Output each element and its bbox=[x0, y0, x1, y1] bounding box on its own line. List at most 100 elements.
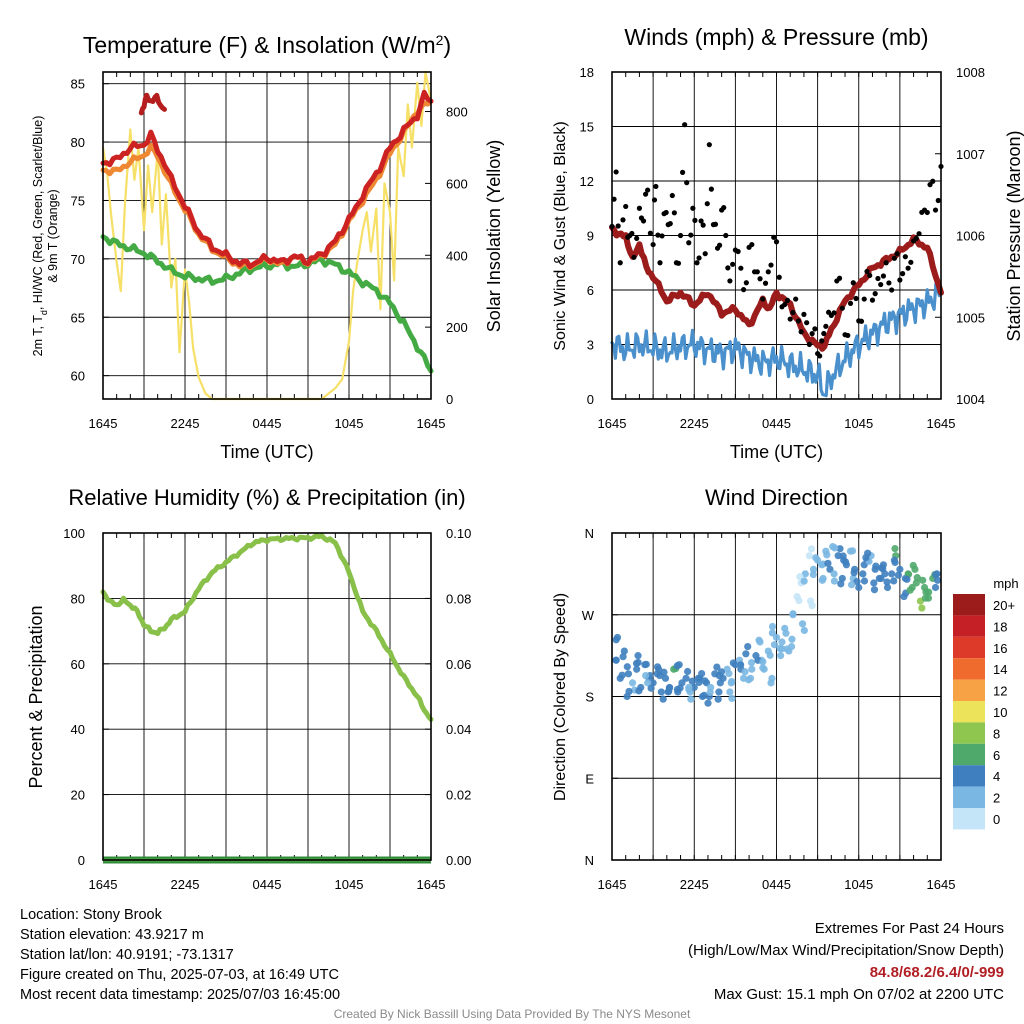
direction-point bbox=[890, 577, 898, 585]
gust-point bbox=[804, 320, 810, 326]
direction-point bbox=[824, 559, 832, 567]
gust-point bbox=[663, 209, 669, 216]
y-tick-label: 18 bbox=[580, 65, 594, 80]
legend-swatch bbox=[953, 743, 985, 766]
gust-point bbox=[821, 330, 827, 337]
x-tick-label: 1645 bbox=[598, 416, 627, 431]
gust-point bbox=[776, 274, 782, 280]
direction-point bbox=[862, 553, 870, 562]
y2-tick-label: 600 bbox=[446, 176, 468, 191]
direction-point bbox=[619, 653, 627, 661]
gust-point bbox=[623, 203, 629, 210]
gust-point bbox=[634, 235, 640, 241]
y-tick-label: W bbox=[582, 608, 595, 623]
direction-point bbox=[931, 583, 940, 592]
gust-point bbox=[864, 268, 870, 275]
direction-point bbox=[788, 635, 796, 643]
gust-point bbox=[613, 169, 619, 175]
legend-swatch bbox=[953, 615, 985, 637]
gust-point bbox=[831, 310, 837, 316]
direction-point bbox=[628, 679, 637, 687]
direction-point bbox=[778, 638, 786, 646]
direction-point bbox=[744, 642, 752, 651]
y2-tick-label: 400 bbox=[446, 248, 468, 263]
direction-point bbox=[841, 558, 850, 566]
pressure-y-label: Station Pressure (Maroon) bbox=[1004, 130, 1024, 341]
direction-point bbox=[789, 610, 797, 618]
direction-point bbox=[800, 577, 808, 585]
gust-point bbox=[746, 244, 752, 250]
legend-swatch bbox=[953, 594, 985, 616]
gust-point bbox=[867, 272, 873, 279]
gust-point bbox=[801, 311, 807, 317]
gust-point bbox=[669, 192, 675, 199]
gust-point bbox=[659, 233, 665, 239]
y2-tick-label: 0.04 bbox=[446, 722, 471, 737]
gust-point bbox=[620, 217, 626, 223]
gust-point bbox=[730, 261, 736, 267]
direction-point bbox=[726, 688, 734, 696]
x-tick-label: 1645 bbox=[417, 416, 446, 431]
ylabel-subscript: d bbox=[39, 310, 49, 315]
gust-point bbox=[913, 235, 919, 241]
gust-point bbox=[651, 197, 658, 203]
gust-point bbox=[682, 122, 688, 128]
direction-point bbox=[933, 576, 942, 584]
legend-swatch bbox=[953, 765, 985, 787]
gust-point bbox=[629, 230, 635, 237]
y2-tick-label: 1007 bbox=[956, 147, 985, 162]
y2-tick-label: 0.02 bbox=[446, 788, 471, 803]
gust-point bbox=[798, 329, 804, 335]
direction-point bbox=[728, 694, 736, 703]
gust-point bbox=[657, 260, 663, 266]
legend-label: 6 bbox=[993, 748, 1000, 763]
direction-point bbox=[759, 658, 767, 666]
direction-point bbox=[741, 668, 749, 676]
direction-point bbox=[896, 565, 904, 573]
y2-tick-label: 1008 bbox=[956, 65, 985, 80]
extremes-block: Extremes For Past 24 Hours (High/Low/Max… bbox=[688, 918, 1004, 1006]
y-tick-label: S bbox=[585, 690, 594, 705]
gust-point bbox=[905, 265, 911, 271]
humidity-title: Relative Humidity (%) & Precipitation (i… bbox=[68, 485, 465, 510]
plot-border bbox=[611, 71, 942, 400]
gust-point bbox=[795, 318, 802, 324]
direction-point bbox=[809, 570, 817, 579]
x-tick-label: 1645 bbox=[927, 416, 956, 431]
direction-point bbox=[612, 636, 620, 644]
y2-tick-label: 800 bbox=[446, 105, 468, 120]
gust-point bbox=[891, 255, 897, 261]
y2-tick-label: 1004 bbox=[956, 392, 985, 407]
gust-point bbox=[765, 269, 771, 275]
gust-point bbox=[836, 275, 843, 281]
direction-point bbox=[855, 583, 863, 592]
direction-point bbox=[742, 650, 750, 658]
temperature-title: Temperature (F) & Insolation (W/m2) bbox=[83, 32, 451, 58]
extremes-values: 84.8/68.2/6.4/0/-999 bbox=[869, 964, 1004, 981]
gust-point bbox=[823, 323, 829, 329]
y-tick-label: 20 bbox=[71, 788, 85, 803]
gust-point bbox=[694, 260, 700, 266]
direction-point bbox=[687, 695, 695, 703]
legend-label: 0 bbox=[993, 812, 1000, 827]
direction-point bbox=[823, 551, 831, 559]
direction-point bbox=[715, 672, 723, 680]
speed-color-legend: mph 20+ 18 16 14 12 10 8 6 4 2 0 bbox=[953, 576, 1019, 830]
station-info: Location: Stony Brook Station elevation:… bbox=[20, 905, 340, 1005]
gust-point bbox=[809, 331, 815, 337]
gust-point bbox=[850, 280, 856, 286]
gust-point bbox=[647, 230, 653, 236]
x-tick-label: 0445 bbox=[253, 416, 282, 431]
gust-point bbox=[930, 178, 936, 184]
gust-point bbox=[839, 305, 845, 311]
direction-point bbox=[818, 576, 826, 584]
y-tick-label: 6 bbox=[587, 283, 594, 298]
direction-point bbox=[665, 684, 674, 692]
gust-point bbox=[743, 280, 749, 286]
gust-point bbox=[650, 241, 656, 248]
direction-point bbox=[922, 588, 930, 596]
direction-point bbox=[918, 604, 926, 612]
x-tick-label: 0445 bbox=[762, 416, 791, 431]
gust-point bbox=[869, 297, 876, 303]
gust-point bbox=[779, 304, 785, 310]
